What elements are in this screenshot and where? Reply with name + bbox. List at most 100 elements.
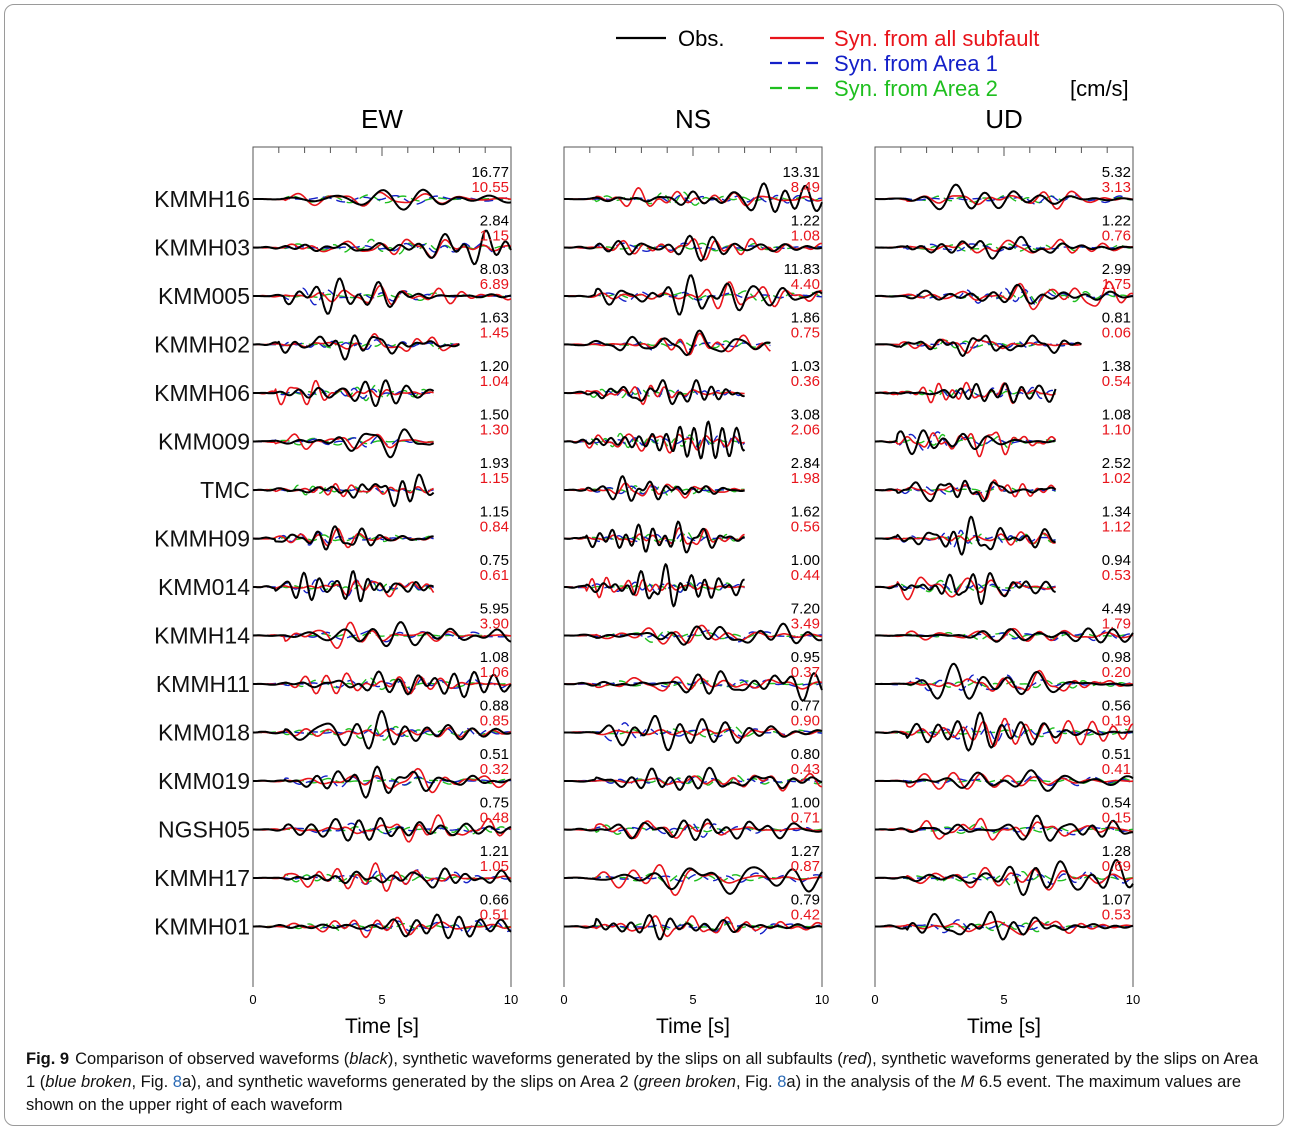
station-label: KMM009 xyxy=(158,429,250,455)
max-value-obs: 1.03 xyxy=(791,358,820,375)
figure-link[interactable]: 8 xyxy=(172,1073,182,1091)
waveform-obs xyxy=(253,277,512,315)
figure-link[interactable]: 8 xyxy=(777,1073,787,1091)
max-value-syn: 1.15 xyxy=(480,470,509,487)
max-value-obs: 7.20 xyxy=(791,601,820,618)
caption-text: green broken xyxy=(638,1073,736,1091)
waveform-syn-all xyxy=(253,191,512,207)
station-label: NGSH05 xyxy=(158,817,250,843)
caption-text: a) in the analysis of the xyxy=(786,1073,961,1091)
waveform-syn-all xyxy=(875,817,1134,841)
waveform-syn-all xyxy=(253,916,512,939)
max-value-syn: 10.55 xyxy=(471,179,509,196)
waveform-syn-all xyxy=(564,915,823,938)
max-value-syn: 1.15 xyxy=(480,228,509,245)
trace-group-kmmh17: 1.280.69 xyxy=(874,843,1134,897)
waveform-area2 xyxy=(564,581,745,592)
max-value-obs: 1.34 xyxy=(1102,504,1131,521)
waveform-area2 xyxy=(564,191,823,206)
max-value-obs: 0.80 xyxy=(791,746,820,763)
max-value-syn: 1.02 xyxy=(1102,470,1131,487)
waveform-syn-all xyxy=(564,527,745,546)
waveform-obs xyxy=(874,382,1057,404)
station-label: KMMH02 xyxy=(154,332,250,358)
station-label: KMMH16 xyxy=(154,186,250,212)
station-label: KMMH17 xyxy=(154,865,250,891)
x-tick-label: 0 xyxy=(249,992,256,1007)
max-value-obs: 2.99 xyxy=(1102,261,1131,278)
waveform-obs xyxy=(564,475,745,502)
waveform-obs xyxy=(564,866,823,895)
trace-group-kmmh01: 0.660.51 xyxy=(253,892,512,940)
max-value-obs: 1.08 xyxy=(480,649,509,666)
max-value-syn: 3.49 xyxy=(791,616,820,633)
waveform-syn-all xyxy=(564,281,823,310)
max-value-obs: 4.49 xyxy=(1102,601,1131,618)
waveform-obs xyxy=(564,274,823,316)
waveform-obs xyxy=(564,420,746,460)
waveform-obs xyxy=(875,183,1134,211)
max-value-syn: 0.19 xyxy=(1102,713,1131,730)
waveform-obs xyxy=(252,621,512,648)
station-label: TMC xyxy=(200,477,250,503)
max-value-obs: 5.32 xyxy=(1102,164,1131,181)
x-axis-label: Time [s] xyxy=(967,1015,1041,1038)
waveform-obs xyxy=(874,572,1056,606)
trace-group-kmmh11: 1.081.06 xyxy=(253,649,512,699)
max-value-obs: 1.22 xyxy=(791,213,820,230)
max-value-syn: 4.40 xyxy=(791,276,820,293)
station-label: KMMH14 xyxy=(154,623,250,649)
max-value-obs: 1.27 xyxy=(791,843,820,860)
max-value-obs: 2.84 xyxy=(480,213,509,230)
trace-group-kmm005: 2.991.75 xyxy=(875,261,1134,311)
x-tick-label: 0 xyxy=(871,992,878,1007)
waveform-obs xyxy=(253,379,435,407)
trace-group-kmm009: 3.082.06 xyxy=(564,407,820,460)
waveform-obs xyxy=(874,711,1134,752)
max-value-obs: 1.28 xyxy=(1102,843,1131,860)
max-value-syn: 1.75 xyxy=(1102,276,1131,293)
waveform-obs xyxy=(875,283,1134,305)
trace-group-tmc: 1.931.15 xyxy=(252,455,509,508)
component-title: EW xyxy=(361,104,403,134)
trace-group-kmmh06: 1.201.04 xyxy=(253,358,509,407)
waveform-syn-all xyxy=(253,672,512,695)
waveform-syn-all xyxy=(253,814,512,843)
station-label: KMM005 xyxy=(158,283,250,309)
trace-group-kmm019: 0.510.41 xyxy=(875,746,1134,792)
waveform-syn-all xyxy=(564,676,823,692)
waveform-syn-all xyxy=(875,280,1134,311)
panel-frame xyxy=(874,146,1134,987)
waveform-area2 xyxy=(253,922,512,932)
trace-group-kmmh16: 13.318.49 xyxy=(564,164,823,213)
max-value-syn: 0.41 xyxy=(1102,761,1131,778)
trace-group-kmm018: 0.560.19 xyxy=(874,698,1134,752)
trace-group-kmm018: 0.880.85 xyxy=(253,698,512,750)
caption-text: , Fig. xyxy=(131,1073,173,1091)
max-value-obs: 0.94 xyxy=(1102,552,1131,569)
trace-group-kmmh11: 0.950.37 xyxy=(563,649,823,702)
waveform-syn-all xyxy=(875,717,1134,747)
max-value-syn: 0.43 xyxy=(791,761,820,778)
max-value-syn: 0.37 xyxy=(791,664,820,681)
waveform-obs xyxy=(253,765,512,799)
max-value-syn: 0.20 xyxy=(1102,664,1131,681)
caption-text: blue broken xyxy=(45,1073,132,1091)
caption-text: a), and synthetic waveforms generated by… xyxy=(181,1073,639,1091)
waveform-obs xyxy=(253,867,512,889)
waveform-area1 xyxy=(253,195,511,205)
max-value-obs: 0.81 xyxy=(1102,310,1131,327)
trace-group-kmmh14: 5.953.90 xyxy=(252,601,512,650)
trace-group-kmmh06: 1.030.36 xyxy=(564,358,820,406)
waveform-obs xyxy=(253,570,435,603)
max-value-syn: 1.10 xyxy=(1102,422,1131,439)
max-value-syn: 0.54 xyxy=(1102,373,1131,390)
max-value-obs: 11.83 xyxy=(784,261,820,278)
trace-group-kmmh17: 1.270.87 xyxy=(564,843,823,897)
x-tick-label: 10 xyxy=(815,992,829,1007)
max-value-obs: 2.52 xyxy=(1102,455,1131,472)
waveform-area1 xyxy=(564,776,823,787)
max-value-syn: 0.51 xyxy=(480,907,509,924)
